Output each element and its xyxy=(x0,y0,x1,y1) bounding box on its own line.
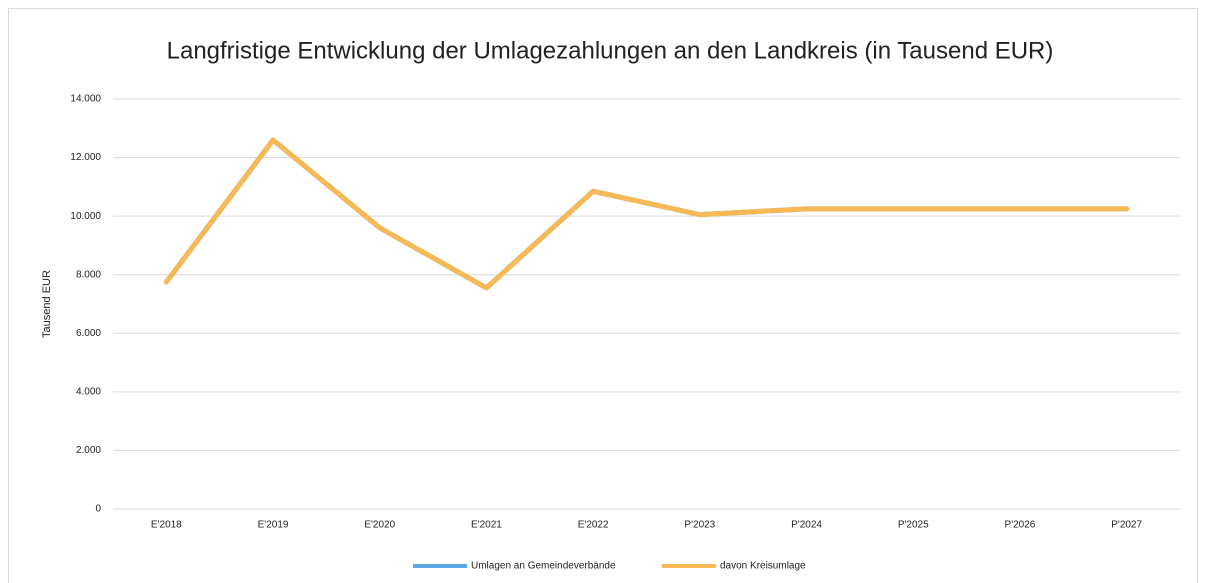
y-tick-label: 0 xyxy=(95,504,101,515)
x-tick-label: P'2027 xyxy=(1111,520,1142,531)
x-tick-label: P'2023 xyxy=(684,520,715,531)
x-tick-label: E'2018 xyxy=(151,520,182,531)
x-tick-label: E'2019 xyxy=(258,520,289,531)
y-tick-label: 6.000 xyxy=(76,328,101,339)
y-tick-label: 12.000 xyxy=(70,152,101,163)
y-tick-label: 10.000 xyxy=(70,211,101,222)
y-axis-label: Tausend EUR xyxy=(41,270,53,338)
legend-label: Umlagen an Gemeindeverbände xyxy=(471,561,616,572)
x-tick-label: P'2025 xyxy=(898,520,929,531)
x-tick-label: E'2020 xyxy=(364,520,395,531)
series-line xyxy=(163,137,1130,291)
x-tick-label: P'2024 xyxy=(791,520,822,531)
y-tick-label: 14.000 xyxy=(70,94,101,105)
legend-label: davon Kreisumlage xyxy=(720,561,806,572)
chart-frame xyxy=(8,8,1198,583)
x-tick-label: E'2021 xyxy=(471,520,502,531)
chart-title: Langfristige Entwicklung der Umlagezahlu… xyxy=(167,37,1054,64)
x-tick-label: E'2022 xyxy=(578,520,609,531)
y-tick-label: 4.000 xyxy=(76,386,101,397)
x-tick-label: P'2026 xyxy=(1005,520,1036,531)
y-tick-label: 2.000 xyxy=(76,445,101,456)
y-tick-label: 8.000 xyxy=(76,269,101,280)
